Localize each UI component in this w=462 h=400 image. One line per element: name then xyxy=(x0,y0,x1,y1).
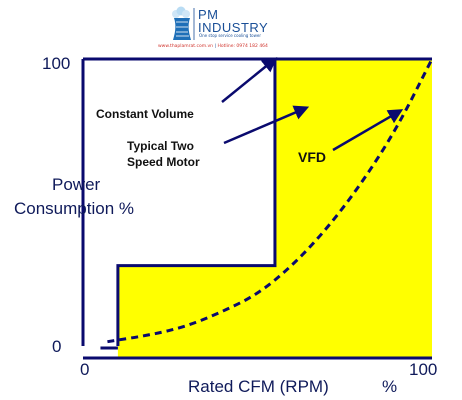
x-tick-label-100: 100 xyxy=(409,360,437,379)
brand-logo: PM INDUSTRY One stop service cooling tow… xyxy=(0,0,462,56)
y-axis-label-line1: Power xyxy=(52,175,101,194)
y-axis-label-line2: Consumption % xyxy=(14,199,134,218)
brand-website: www.thaplamrat.com.vn xyxy=(158,44,214,49)
series-layer xyxy=(83,57,434,350)
annotation-arrow-1 xyxy=(221,57,278,103)
series-line-typical-two-speed-motor xyxy=(116,57,432,346)
x-axis-unit: % xyxy=(382,377,397,396)
brand-name-line2: INDUSTRY xyxy=(198,20,269,35)
annotation-arrows-layer xyxy=(221,57,404,152)
x-axis-label: Rated CFM (RPM) xyxy=(188,377,329,396)
annotation-two-speed-line1: Typical Two xyxy=(127,139,194,153)
annotation-two-speed-line2: Speed Motor xyxy=(127,155,200,169)
annotation-vfd: VFD xyxy=(298,149,326,165)
brand-contact: www.thaplamrat.com.vn | Hotline: 0974 18… xyxy=(158,44,268,49)
annotation-arrow-2 xyxy=(223,105,310,145)
brand-separator: | xyxy=(214,44,217,49)
series-line-vfd xyxy=(107,58,434,344)
brand-tagline: One stop service cooling tower xyxy=(199,33,261,38)
brand-hotline: Hotline: 0974 182 464 xyxy=(217,44,268,49)
cooling-tower-icon xyxy=(172,6,195,40)
y-tick-label-0: 0 xyxy=(52,337,61,356)
y-tick-label-100: 100 xyxy=(42,54,70,73)
annotation-arrow-3 xyxy=(332,109,404,152)
brand-name-line1: PM xyxy=(198,7,219,22)
annotation-constant-volume: Constant Volume xyxy=(96,107,194,121)
x-tick-label-0: 0 xyxy=(80,360,89,379)
